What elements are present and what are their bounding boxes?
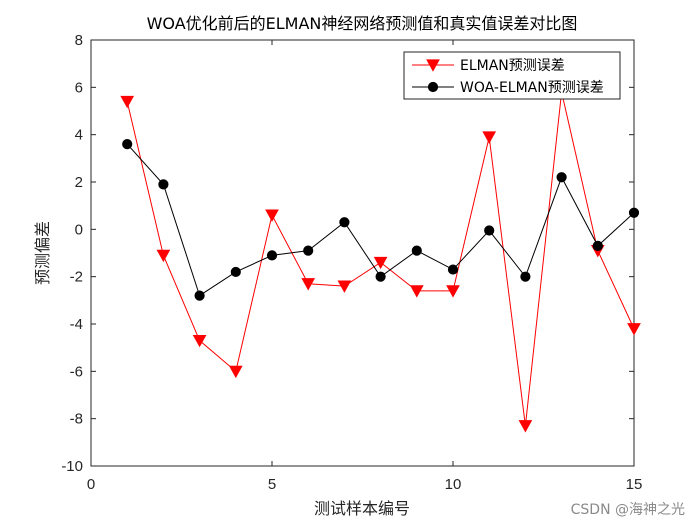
- x-tick-label: 5: [268, 476, 276, 493]
- series-1-point: [265, 209, 279, 222]
- legend-marker: [426, 59, 440, 72]
- series-1-point: [301, 278, 316, 291]
- y-tick-label: 2: [75, 174, 83, 191]
- series-2: [122, 139, 640, 301]
- series-2-point: [411, 245, 422, 256]
- x-tick-label: 10: [445, 476, 462, 493]
- legend-label: WOA-ELMAN预测误差: [460, 80, 604, 96]
- series-1-point: [192, 334, 207, 348]
- series-2-point: [122, 139, 133, 150]
- series-1-point: [120, 95, 135, 109]
- series-1-point: [627, 323, 641, 336]
- x-tick-label: 0: [87, 476, 95, 493]
- plot-area: [90, 39, 635, 467]
- series-1-point: [228, 365, 243, 379]
- chart-title: WOA优化前后的ELMAN神经网络预测值和真实值误差对比图: [147, 14, 578, 33]
- series-2-point: [375, 271, 386, 282]
- y-tick-label: -4: [70, 316, 83, 333]
- series-2-point: [230, 266, 241, 278]
- series-1-point: [409, 285, 424, 298]
- series-2-point: [339, 217, 350, 228]
- y-tick-label: -10: [61, 458, 83, 475]
- series-1-point: [446, 285, 460, 298]
- series-1-point: [373, 256, 388, 270]
- series-2-point: [194, 290, 205, 301]
- series-2-point: [592, 240, 603, 251]
- series-1: [120, 86, 641, 433]
- series-2-point: [158, 179, 169, 190]
- series-2-point: [484, 225, 495, 236]
- series-2-point: [628, 207, 640, 218]
- legend-box: [403, 51, 621, 100]
- y-tick-label: 0: [75, 221, 83, 238]
- y-tick-label: 6: [75, 79, 83, 96]
- series-1-point: [518, 420, 533, 433]
- y-axis-title: 预测偏差: [33, 221, 52, 285]
- series-2-point: [556, 172, 567, 183]
- y-tick-label: 4: [75, 127, 83, 144]
- x-tick-label: 15: [626, 476, 643, 493]
- series-1-point: [482, 131, 497, 144]
- series-1-point: [337, 280, 352, 293]
- series-2-point: [447, 264, 459, 275]
- y-tick-label: -8: [70, 411, 83, 428]
- y-tick-label: 8: [75, 32, 83, 49]
- series-2-point: [520, 271, 531, 282]
- series-1-point: [156, 249, 171, 263]
- legend-item-1: ELMAN预测误差: [412, 58, 565, 74]
- series-2-point: [303, 245, 314, 256]
- x-axis-title: 测试样本编号: [314, 499, 410, 518]
- legend-label: ELMAN预测误差: [460, 58, 565, 74]
- y-tick-label: -6: [70, 363, 83, 380]
- legend-marker: [427, 81, 439, 93]
- legend-item-2: WOA-ELMAN预测误差: [412, 80, 604, 96]
- series-2-point: [266, 250, 278, 261]
- watermark-text: CSDN @海神之光: [571, 502, 685, 518]
- y-tick-label: -2: [70, 269, 83, 286]
